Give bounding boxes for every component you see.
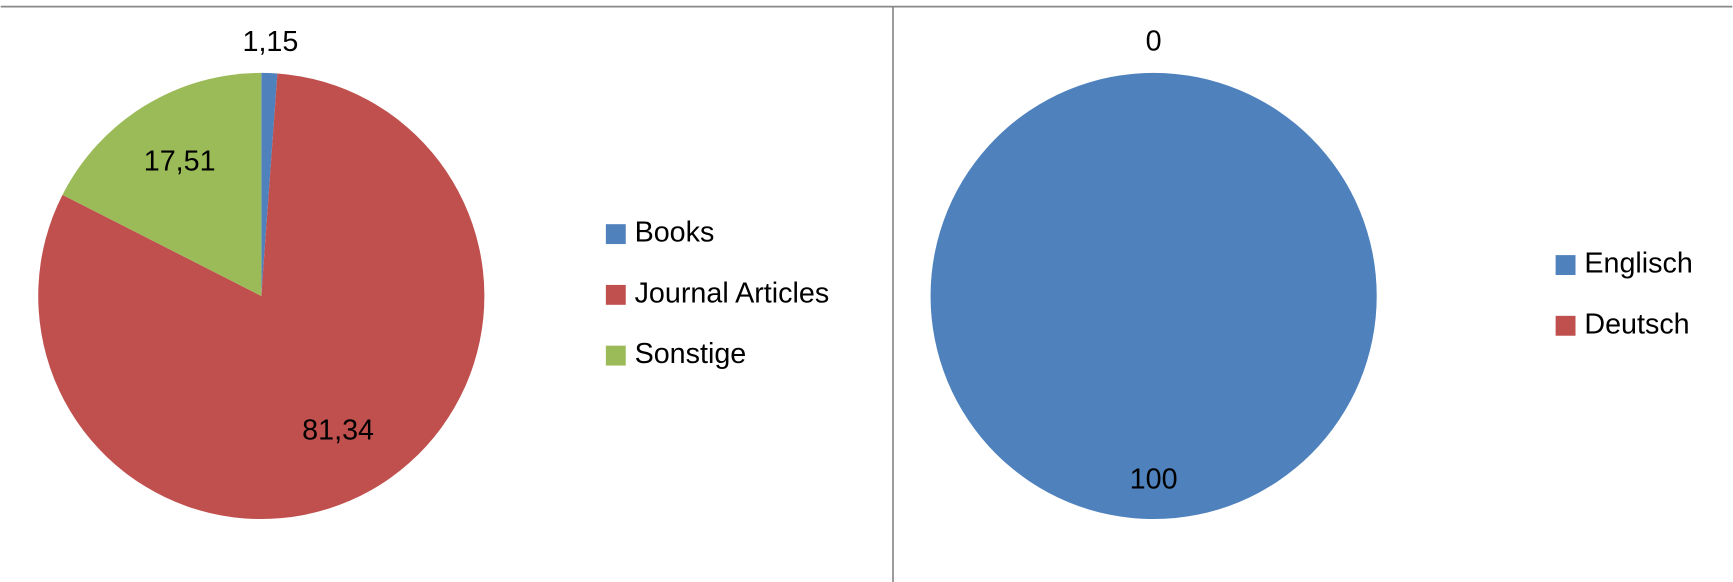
pie-slice [38, 73, 485, 520]
legend-label: Sonstige [635, 338, 747, 370]
legend-label: Englisch [1584, 248, 1693, 280]
legend-label: Deutsch [1584, 308, 1689, 340]
legend-label: Journal Articles [635, 277, 830, 309]
pie-slice [261, 72, 278, 296]
data-label: 1,15 [243, 26, 299, 58]
legend-swatch [605, 284, 626, 305]
data-label: 100 [1130, 464, 1178, 496]
data-label: 17,51 [144, 145, 216, 177]
data-label: 81,34 [302, 415, 374, 447]
legend-swatch [605, 224, 626, 245]
data-label: 0 [1146, 26, 1162, 58]
pie-slice [62, 72, 262, 296]
legend-swatch [1555, 255, 1576, 275]
pie-slice [930, 72, 1377, 520]
legend-swatch [1555, 315, 1576, 336]
legend-swatch [605, 345, 626, 366]
legend-label: Books [635, 217, 715, 249]
